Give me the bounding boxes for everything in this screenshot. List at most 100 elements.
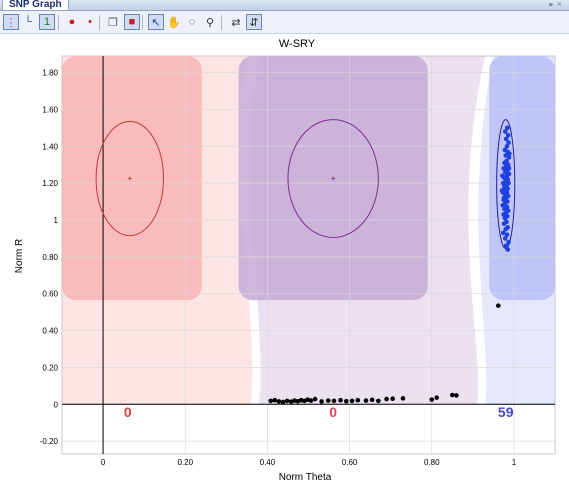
bb-sample-point[interactable] [505,132,511,138]
bb-sample-point[interactable] [506,155,512,160]
large-dot-icon[interactable]: ● [68,16,76,28]
snp-scatter-chart[interactable]: W-SRY 0 0 59 0 0.20 0.40 0.60 0.80 1-0.2000.200… [0,34,569,490]
axes-view-icon[interactable]: └ [24,16,32,28]
aa-cluster-ellipse[interactable] [95,120,164,237]
bb-sample-point[interactable] [502,215,508,221]
y-tick-label: 0.60 [42,290,58,299]
bb-sample-point[interactable] [501,195,507,201]
bb-count-label: 59 [498,404,514,420]
bb-sample-point[interactable] [506,166,512,171]
no-call-sample-point[interactable] [331,398,337,404]
no-call-sample-point[interactable] [308,398,314,403]
bb-sample-point[interactable] [506,239,511,245]
bb-sample-point[interactable] [502,236,508,241]
sample-count-icon[interactable]: 1 [39,14,55,30]
bb-sample-point[interactable] [501,221,507,226]
lasso-icon[interactable]: ◌ [188,16,196,28]
bb-sample-point[interactable] [502,169,508,175]
no-call-sample-point[interactable] [343,399,349,404]
no-call-sample-point[interactable] [363,398,369,403]
close-icon[interactable]: × [556,0,565,9]
no-call-sample-point[interactable] [369,397,375,403]
zoom-icon[interactable]: ⚲ [205,16,215,29]
no-call-sample-point[interactable] [434,395,439,400]
bb-cluster-region [489,56,555,301]
pan-hand-icon[interactable]: ✋ [167,16,181,29]
bb-sample-point[interactable] [503,243,509,249]
toolbar-separator [58,15,59,30]
cluster-view-icon[interactable]: ⋮ [3,14,19,30]
pointer-icon[interactable]: ↖ [148,14,164,30]
cluster-counts: 0 0 59 [124,404,514,420]
bb-sample-point[interactable] [503,226,509,232]
y-tick-label: -0.20 [40,437,59,446]
aa-count-label: 0 [124,404,132,420]
bb-sample-point[interactable] [502,129,508,134]
toolbar: ⋮ └ 1 ● • ❐ ■ ↖ ✋ ◌ ⚲ ⇄ ⇵ [0,11,569,34]
no-call-sample-point[interactable] [355,397,361,403]
x-tick-label: 0.40 [260,458,276,467]
small-dot-icon[interactable]: • [88,16,92,28]
toolbar-separator [221,15,222,30]
axis-swap-icon[interactable]: ⇄ [231,16,241,29]
data-points[interactable] [268,125,512,405]
x-tick-label: 0.20 [177,458,193,467]
no-call-sample-point[interactable] [384,396,389,402]
no-call-sample-point[interactable] [349,398,355,404]
y-tick-label: 1.80 [42,69,58,78]
bb-sample-point[interactable] [500,230,506,236]
bb-sample-point[interactable] [505,125,510,131]
no-call-sample-point[interactable] [284,398,290,404]
bb-sample-point[interactable] [503,136,509,142]
y-axis-label: Norm R [14,239,25,273]
x-tick-label: 0.80 [424,458,440,467]
toolbar-separator [142,15,143,30]
y-tick-label: 1.60 [42,105,58,114]
no-call-sample-point[interactable] [338,397,343,403]
bb-sample-point[interactable] [506,140,511,145]
bb-sample-point[interactable] [500,173,505,179]
ab-cluster-center [331,176,336,181]
bb-sample-point[interactable] [500,202,506,208]
no-call-sample-point[interactable] [496,303,501,308]
no-call-sample-point[interactable] [268,398,274,404]
no-call-sample-point[interactable] [319,399,324,404]
no-call-sample-point[interactable] [454,393,459,398]
bb-sample-point[interactable] [505,247,511,252]
no-call-sample-point[interactable] [449,392,455,398]
bb-sample-point[interactable] [502,160,507,166]
bb-sample-point[interactable] [499,188,505,193]
no-call-sample-point[interactable] [376,398,381,404]
ab-count-label: 0 [329,404,337,420]
axes [62,56,555,454]
no-call-sample-point[interactable] [390,396,396,402]
bb-sample-point[interactable] [502,206,507,212]
no-call-sample-point[interactable] [272,397,278,403]
bb-sample-point[interactable] [501,212,506,217]
aa-cluster-region [62,56,202,301]
x-tick-label: 1 [512,458,517,467]
x-tick-label: 0 [101,458,106,467]
bb-sample-point[interactable] [504,143,510,149]
no-call-sample-point[interactable] [276,399,282,404]
tick-labels: 0 0.20 0.40 0.60 0.80 1 -0.20 0 0.20 0.40 0.60 0.80… [40,69,517,467]
color-toggle-icon[interactable]: ■ [124,14,140,30]
pin-icon[interactable]: ▸ [549,0,557,9]
no-call-sample-point[interactable] [325,398,331,403]
no-call-sample-point[interactable] [280,399,286,405]
window-controls[interactable]: ▸× [549,0,565,10]
copy-icon[interactable]: ❐ [108,16,118,29]
no-call-sample-point[interactable] [429,397,435,402]
ab-cluster-ellipse[interactable] [287,119,379,238]
bb-sample-point[interactable] [504,232,510,238]
bb-sample-point[interactable] [507,151,512,156]
axis-range-icon[interactable]: ⇵ [246,14,262,30]
y-tick-label: 1 [54,216,59,225]
x-tick-label: 0.60 [342,458,358,467]
bb-sample-point[interactable] [501,166,506,171]
y-tick-label: 1.20 [42,179,58,188]
no-call-sample-point[interactable] [312,396,318,402]
aa-cluster-center [127,176,132,181]
toolbar-separator [99,15,100,30]
no-call-sample-point[interactable] [400,396,406,401]
